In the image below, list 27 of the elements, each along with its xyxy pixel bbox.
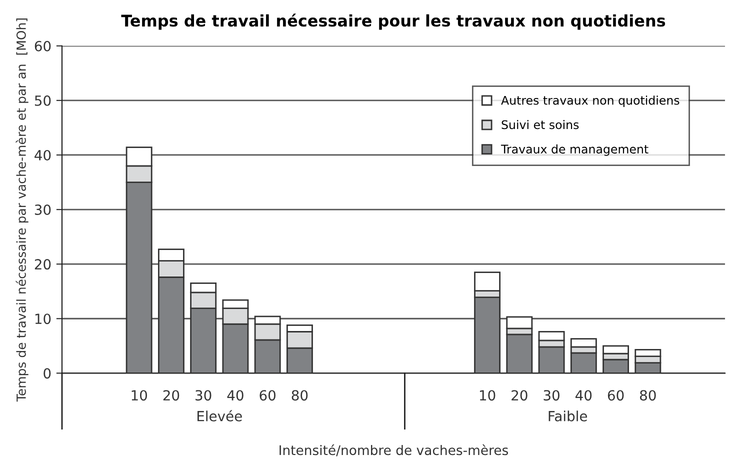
x-axis-title: Intensité/nombre de vaches-mères — [280, 444, 508, 456]
legend-label: Autres travaux non quotidiens — [501, 96, 680, 108]
x-tick-label: 80 — [640, 390, 656, 401]
text: Elevée — [198, 410, 242, 422]
x-tick-label: 20 — [512, 390, 528, 401]
y-axis-title: Temps de travail nécessaire par vache-mère et par an [MOh] — [16, 18, 28, 402]
x-tick-label: 20 — [163, 390, 180, 401]
x-tick-label: 10 — [480, 390, 496, 401]
legend-label: Travaux de management — [500, 144, 648, 156]
x-tick-label: 80 — [292, 390, 308, 401]
y-tick-label: 20 — [34, 259, 51, 270]
x-tick-label: 40 — [576, 390, 592, 401]
x-tick-label: 10 — [132, 390, 147, 401]
y-tick-label: 40 — [34, 150, 51, 160]
x-tick-label: 60 — [260, 390, 276, 401]
y-tick-label: 0 — [44, 368, 51, 379]
x-tick-label: 30 — [544, 390, 560, 401]
x-tick-label: 30 — [196, 390, 212, 401]
chart-title: Temps de travail nécessaire pour les travaux non quotidiens — [121, 14, 666, 30]
x-tick-label: 40 — [227, 390, 244, 401]
y-tick-label: 30 — [34, 204, 51, 216]
y-tick-label: 10 — [35, 314, 51, 324]
legend-label: Suivi et soins — [502, 120, 579, 130]
text: Faible — [548, 410, 588, 422]
x-tick-label: 60 — [608, 390, 624, 401]
y-tick-label: 50 — [34, 95, 51, 106]
y-tick-label: 60 — [34, 40, 51, 52]
